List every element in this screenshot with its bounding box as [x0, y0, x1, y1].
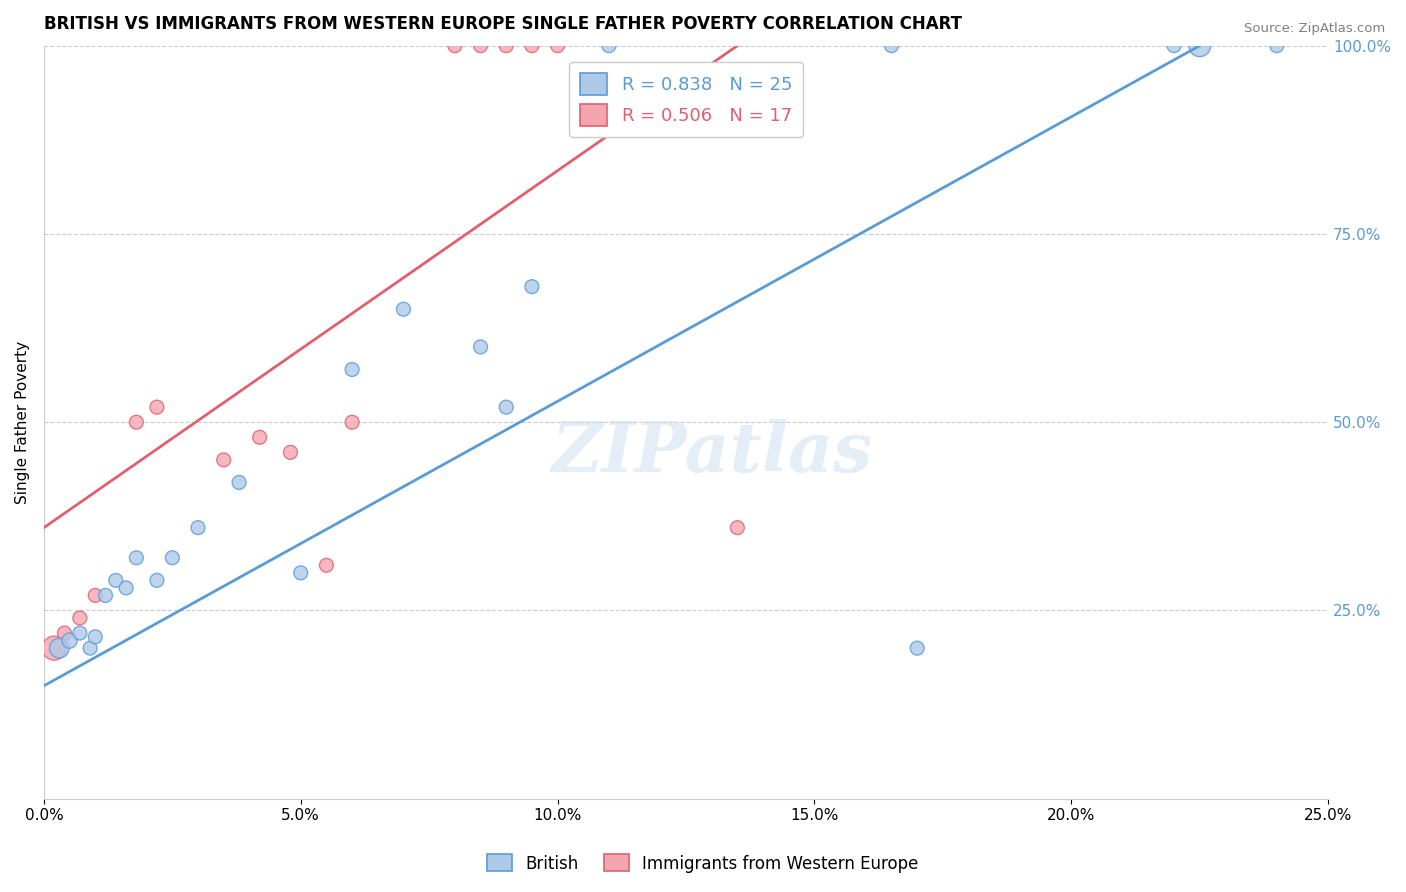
- Y-axis label: Single Father Poverty: Single Father Poverty: [15, 341, 30, 504]
- Text: ZIPatlas: ZIPatlas: [551, 418, 872, 486]
- Point: [905, 641, 928, 656]
- Point: [44, 641, 66, 656]
- Point: [470, 340, 492, 354]
- Point: [1188, 38, 1211, 53]
- Point: [470, 38, 492, 53]
- Text: BRITISH VS IMMIGRANTS FROM WESTERN EUROPE SINGLE FATHER POVERTY CORRELATION CHAR: BRITISH VS IMMIGRANTS FROM WESTERN EUROP…: [44, 15, 962, 33]
- Point: [290, 566, 312, 580]
- Point: [340, 362, 363, 376]
- Point: [84, 630, 107, 644]
- Point: [104, 574, 127, 588]
- Point: [146, 400, 169, 414]
- Point: [84, 589, 107, 603]
- Point: [880, 38, 903, 53]
- Point: [392, 302, 415, 317]
- Point: [249, 430, 271, 444]
- Point: [115, 581, 138, 595]
- Legend: R = 0.838   N = 25, R = 0.506   N = 17: R = 0.838 N = 25, R = 0.506 N = 17: [569, 62, 803, 137]
- Point: [315, 558, 337, 573]
- Point: [125, 415, 148, 429]
- Point: [58, 633, 80, 648]
- Point: [520, 38, 543, 53]
- Point: [547, 38, 569, 53]
- Point: [187, 521, 209, 535]
- Point: [94, 589, 117, 603]
- Point: [598, 38, 620, 53]
- Legend: British, Immigrants from Western Europe: British, Immigrants from Western Europe: [481, 847, 925, 880]
- Point: [212, 453, 235, 467]
- Text: Source: ZipAtlas.com: Source: ZipAtlas.com: [1244, 22, 1385, 36]
- Point: [69, 626, 91, 640]
- Point: [725, 521, 748, 535]
- Point: [280, 445, 302, 459]
- Point: [495, 38, 517, 53]
- Point: [228, 475, 250, 490]
- Point: [162, 550, 184, 565]
- Point: [1265, 38, 1288, 53]
- Point: [125, 550, 148, 565]
- Point: [340, 415, 363, 429]
- Point: [444, 38, 467, 53]
- Point: [520, 279, 543, 293]
- Point: [1163, 38, 1185, 53]
- Point: [495, 400, 517, 414]
- Point: [53, 626, 76, 640]
- Point: [48, 641, 70, 656]
- Point: [146, 574, 169, 588]
- Point: [69, 611, 91, 625]
- Point: [79, 641, 101, 656]
